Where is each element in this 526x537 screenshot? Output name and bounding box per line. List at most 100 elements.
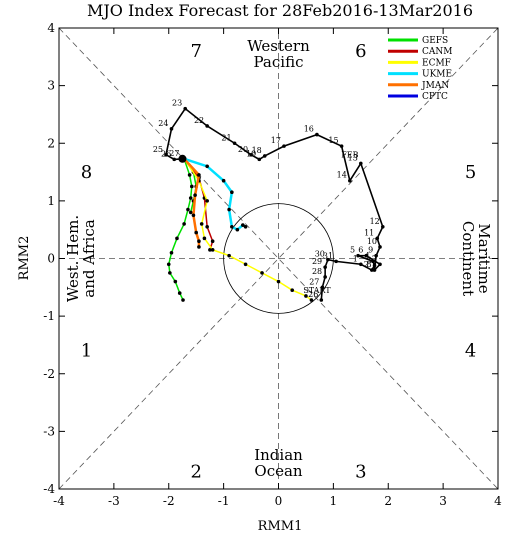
phase-label: 4 [465,341,476,362]
observed-point [375,236,380,241]
forecast-point [202,236,207,241]
observed-point [315,132,319,137]
y-tick-label: 3 [47,79,55,93]
observed-point [380,225,385,229]
forecast-point [168,271,172,275]
observed-point [323,265,327,269]
observed-point [205,124,209,128]
region-label-line: Continent [459,221,477,296]
observed-point-label: 10 [367,237,377,246]
observed-point-label: 22 [194,116,204,125]
observed-point [371,259,375,264]
observed-point-label: 24 [158,119,168,128]
observed-point-label: 21 [221,133,231,142]
observed-point-label: 26 [308,290,318,299]
x-tick-label: 4 [494,494,502,508]
forecast-point [230,190,234,195]
observed-point-label: 3 [366,255,371,264]
region-label-line: Indian [254,446,303,464]
x-tick-label: 1 [330,494,338,508]
observed-point [320,285,325,290]
chart-title: MJO Index Forecast for 28Feb2016-13Mar20… [87,1,473,20]
observed-point [359,161,363,166]
forecast-point [227,207,231,212]
observed-point-label: 11 [364,228,374,237]
phase-label: 2 [190,462,201,483]
observed-point-label: 23 [172,99,182,108]
y-tick-label: -1 [43,309,55,323]
y-tick-label: -3 [43,424,55,438]
forecast-line-ecmf [183,158,312,301]
observed-point-label: 30 [315,250,325,259]
forecast-point [208,248,212,252]
forecast-point [177,291,182,295]
region-label-line: and Africa [80,219,98,297]
observed-point [348,178,352,183]
forecast-point [235,227,240,232]
legend-label: ECMF [422,58,451,68]
forecast-point [169,250,174,255]
phase-label: 6 [355,41,366,62]
forecast-point [186,207,190,212]
forecast-point [175,236,179,241]
phase-label: 8 [81,162,92,183]
region-label-line: West. Hem. [64,215,82,302]
forecast-point [197,239,201,244]
observed-point [249,152,253,157]
observed-point-label: 12 [370,217,380,226]
forecast-point [290,288,295,292]
observed-point [169,127,174,131]
observed-point-label: 6 [358,246,363,255]
observed-point [323,275,327,279]
forecast-point [166,262,171,267]
forecast-point [191,213,196,218]
forecast-point [189,184,194,189]
region-label-line: Western [247,37,310,55]
forecast-point [197,245,201,249]
observed-point-label: 27 [169,149,179,158]
observed-point [372,268,377,272]
observed-point [257,157,262,162]
phase-label: 1 [81,341,92,362]
forecast-point [205,164,209,169]
observed-point-label: 20 [238,145,248,154]
observed-point [374,253,378,258]
legend-label: CPTC [422,92,448,102]
observed-point [378,262,382,267]
observed-point-label: 16 [304,125,314,134]
observed-point-label: 31 [323,251,333,260]
x-tick-label: -1 [218,494,230,508]
forecast-point [194,230,198,235]
forecast-point [197,173,201,177]
observed-point [339,144,344,148]
forecast-point [193,193,197,197]
forecast-point [309,298,314,302]
observed-point [326,257,330,262]
forecast-point [260,271,264,275]
observed-point [334,259,338,264]
observed-point-label: 14 [337,171,347,180]
x-axis-label: RMM1 [258,519,303,534]
observed-point-label: 27 [309,277,319,286]
observed-point-label: 17 [271,136,281,145]
region-label-line: Pacific [254,53,304,71]
y-tick-label: 4 [47,21,55,35]
observed-point-label: 28 [312,267,322,276]
forecast-point [205,225,209,229]
forecast-point [188,210,193,215]
region-label-line: Ocean [254,462,303,480]
forecast-point [230,225,234,229]
observed-point [172,157,177,162]
forecast-point [243,225,248,229]
observed-point [262,154,267,158]
observed-point-label: 29 [312,257,322,266]
observed-point [378,245,382,249]
x-tick-label: -2 [163,494,175,508]
phase-label: 5 [465,162,476,183]
observed-point-label: 9 [368,246,373,255]
forecast-point [210,248,215,252]
y-tick-label: -4 [43,482,55,496]
